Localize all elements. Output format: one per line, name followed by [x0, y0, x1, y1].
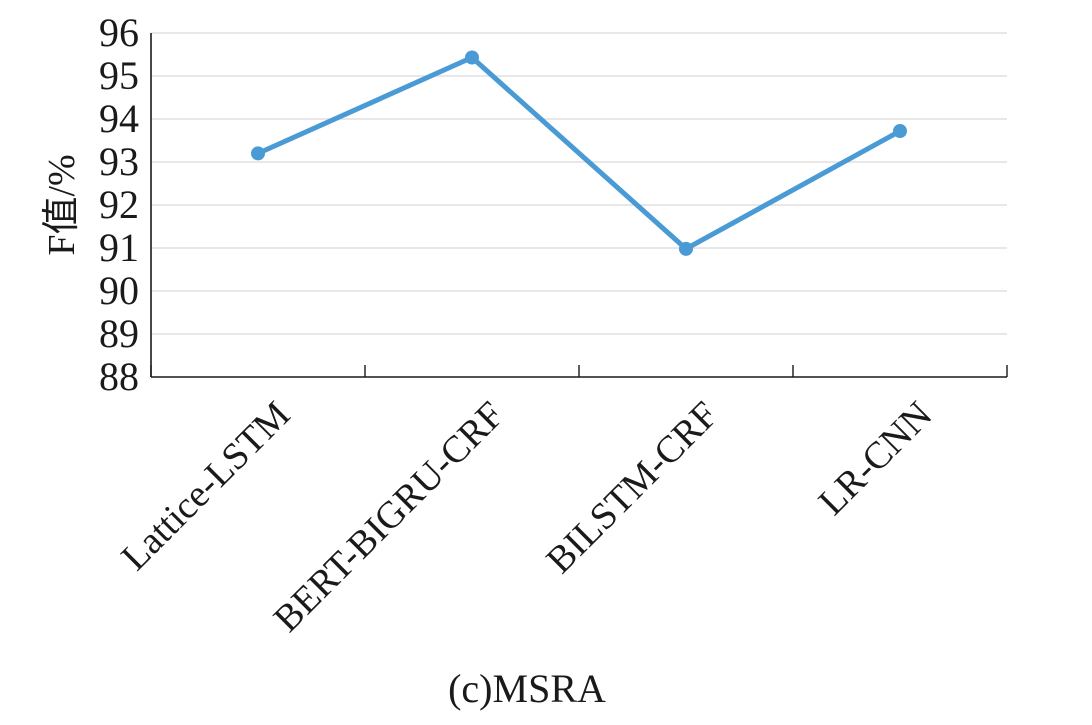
- y-tick-label-90: 90: [99, 268, 139, 313]
- series-line-0: [255, 55, 903, 252]
- y-tick-label-93: 93: [99, 139, 139, 184]
- series-layer: [251, 50, 907, 256]
- y-tick-label-94: 94: [99, 96, 139, 141]
- data-point-0-1: [465, 50, 479, 65]
- axis-layer: [150, 33, 1008, 378]
- y-tick-label-96: 96: [99, 10, 139, 55]
- y-tick-label-92: 92: [99, 182, 139, 227]
- y-tick-label-91: 91: [99, 225, 139, 270]
- x-tick-label-1: BERT-BIGRU-CRF: [266, 394, 513, 641]
- chart-caption: (c)MSRA: [448, 666, 606, 711]
- grid-layer: [151, 32, 1007, 335]
- y-tick-label-88: 88: [99, 354, 139, 399]
- x-tick-label-0: Lattice-LSTM: [113, 394, 298, 579]
- data-point-0-2: [679, 241, 693, 256]
- data-point-0-3: [893, 124, 907, 139]
- x-tick-label-3: LR-CNN: [811, 394, 941, 524]
- y-tick-label-89: 89: [99, 311, 139, 356]
- y-tick-label-95: 95: [99, 53, 139, 98]
- data-point-0-0: [251, 146, 265, 161]
- y-axis-title: F值/%: [41, 154, 83, 255]
- x-tick-label-2: BILSTM-CRF: [538, 394, 726, 582]
